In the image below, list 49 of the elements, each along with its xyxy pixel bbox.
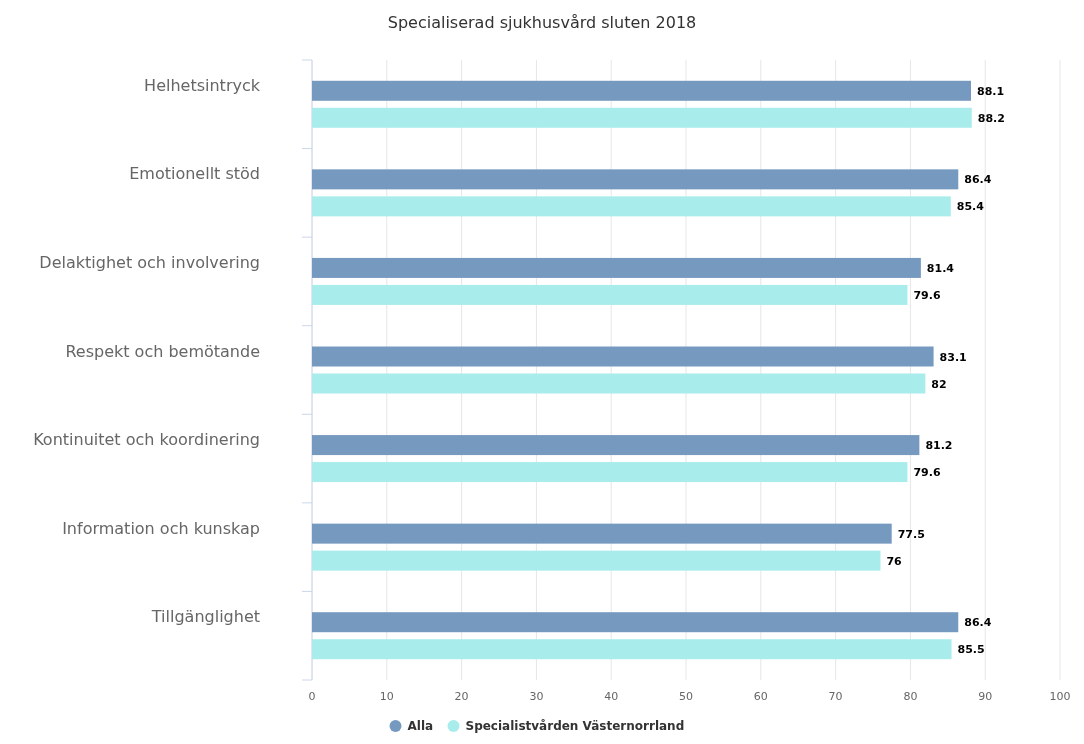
x-tick-label: 80 xyxy=(903,690,918,703)
data-label: 85.5 xyxy=(957,643,985,657)
x-tick-label: 40 xyxy=(604,690,619,703)
bar xyxy=(312,169,959,190)
bar xyxy=(312,346,934,367)
data-label: 83.1 xyxy=(939,350,967,364)
x-tick-label: 0 xyxy=(308,690,316,703)
data-label: 81.2 xyxy=(925,439,953,453)
legend-label: Alla xyxy=(407,719,434,733)
data-label: 86.4 xyxy=(964,616,992,630)
bar xyxy=(312,373,926,394)
y-tick-label: Helhetsintryck xyxy=(144,75,261,95)
x-tick-label: 90 xyxy=(978,690,993,703)
data-label: 85.4 xyxy=(956,200,985,214)
x-tick-label: 20 xyxy=(454,690,469,703)
data-label: 81.4 xyxy=(926,261,955,275)
bar xyxy=(312,523,892,544)
x-tick-label: 60 xyxy=(753,690,768,703)
bar xyxy=(312,612,959,633)
x-tick-label: 50 xyxy=(679,690,693,703)
y-tick-label: Emotionellt stöd xyxy=(129,164,260,184)
data-label: 88.2 xyxy=(977,111,1005,125)
x-tick-label: 100 xyxy=(1049,690,1071,703)
data-label: 77.5 xyxy=(897,527,925,541)
chart-title: Specialiserad sjukhusvård sluten 2018 xyxy=(387,13,697,32)
bar xyxy=(312,107,972,128)
x-tick-label: 10 xyxy=(379,690,394,703)
bar xyxy=(312,196,951,217)
x-tick-label: 70 xyxy=(828,690,843,703)
data-label: 79.6 xyxy=(913,288,941,302)
data-label: 79.6 xyxy=(913,466,941,480)
data-label: 76 xyxy=(886,554,903,568)
bar xyxy=(312,257,921,278)
x-tick-label: 30 xyxy=(529,690,544,703)
y-tick-label: Information och kunskap xyxy=(62,518,260,538)
legend-label: Specialistvården Västernorrland xyxy=(465,719,685,733)
data-label: 82 xyxy=(931,377,947,391)
bar xyxy=(312,550,881,571)
data-label: 86.4 xyxy=(964,173,992,187)
bar xyxy=(312,435,920,456)
bar xyxy=(312,639,952,660)
y-tick-label: Respekt och bemötande xyxy=(65,341,260,361)
data-label: 88.1 xyxy=(976,84,1005,98)
bar xyxy=(312,284,908,305)
y-tick-label: Delaktighet och involvering xyxy=(39,252,260,272)
bar xyxy=(312,80,971,101)
bar xyxy=(312,462,908,483)
y-tick-label: Kontinuitet och koordinering xyxy=(33,430,260,450)
y-tick-label: Tillgänglighet xyxy=(150,607,260,627)
